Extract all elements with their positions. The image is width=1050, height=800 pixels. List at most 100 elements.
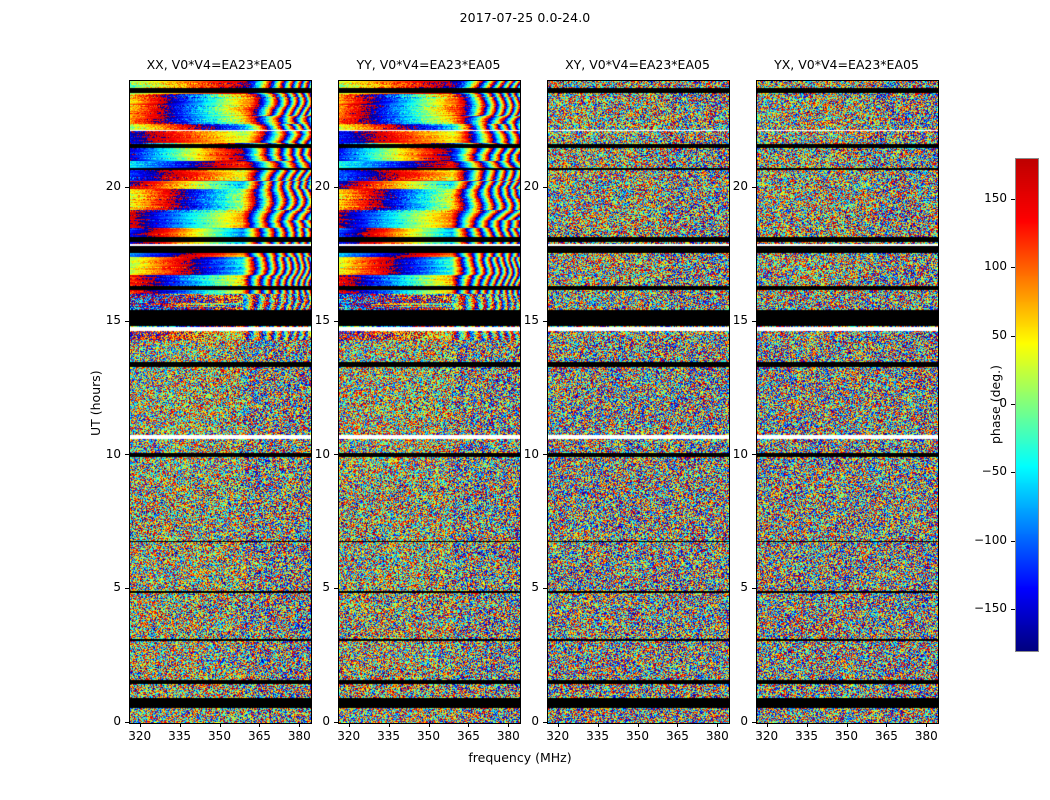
y-tick-mark bbox=[752, 722, 756, 723]
y-tick-mark bbox=[543, 454, 547, 455]
x-tick-label: 380 bbox=[914, 729, 938, 743]
colorbar-tick-label: 50 bbox=[991, 327, 1007, 342]
y-tick-label: 15 bbox=[105, 312, 121, 327]
colorbar-tick-label: −50 bbox=[981, 464, 1007, 479]
x-tick-mark bbox=[847, 723, 848, 727]
x-tick-label: 380 bbox=[496, 729, 520, 743]
colorbar-tick-label: −100 bbox=[974, 532, 1007, 547]
y-tick-mark bbox=[125, 588, 129, 589]
y-tick-mark bbox=[125, 454, 129, 455]
x-tick-label: 350 bbox=[626, 729, 649, 743]
x-tick-label: 365 bbox=[247, 729, 271, 743]
x-tick-label: 320 bbox=[128, 729, 152, 743]
colorbar-tick-mark bbox=[1011, 472, 1015, 473]
x-tick-mark bbox=[429, 723, 430, 727]
y-tick-label: 15 bbox=[314, 312, 330, 327]
panel-title-yx: YX, V0*V4=EA23*EA05 bbox=[774, 57, 919, 72]
x-tick-label: 320 bbox=[337, 729, 361, 743]
figure-suptitle: 2017-07-25 0.0-24.0 bbox=[459, 10, 591, 25]
y-tick-mark bbox=[543, 588, 547, 589]
x-tick-mark bbox=[259, 723, 260, 727]
y-tick-label: 0 bbox=[322, 714, 330, 728]
y-tick-label: 20 bbox=[314, 179, 330, 193]
x-tick-label: 365 bbox=[874, 729, 898, 743]
y-tick-label: 0 bbox=[740, 714, 748, 728]
x-tick-mark bbox=[389, 723, 390, 727]
y-tick-label: 10 bbox=[314, 446, 330, 461]
y-tick-mark bbox=[752, 321, 756, 322]
y-tick-mark bbox=[334, 588, 338, 589]
x-tick-mark bbox=[598, 723, 599, 727]
y-tick-label: 20 bbox=[732, 179, 748, 193]
y-tick-label: 10 bbox=[523, 446, 539, 461]
x-tick-mark bbox=[468, 723, 469, 727]
y-tick-label: 5 bbox=[113, 580, 121, 595]
colorbar-tick-mark bbox=[1011, 541, 1015, 542]
colorbar-tick-label: 150 bbox=[984, 191, 1007, 205]
y-tick-mark bbox=[334, 187, 338, 188]
x-tick-mark bbox=[180, 723, 181, 727]
colorbar-tick-mark bbox=[1011, 336, 1015, 337]
colorbar-tick-mark bbox=[1011, 404, 1015, 405]
x-tick-label: 365 bbox=[456, 729, 480, 743]
x-tick-label: 320 bbox=[546, 729, 570, 743]
colorbar bbox=[1015, 158, 1039, 652]
x-tick-mark bbox=[558, 723, 559, 727]
y-tick-label: 15 bbox=[732, 312, 748, 327]
colorbar-tick-mark bbox=[1011, 609, 1015, 610]
y-tick-label: 20 bbox=[105, 179, 121, 193]
x-tick-label: 380 bbox=[705, 729, 729, 743]
x-tick-label: 320 bbox=[755, 729, 779, 743]
y-tick-label: 0 bbox=[531, 714, 539, 728]
waterfall-panel-yy[interactable] bbox=[338, 80, 521, 724]
x-tick-mark bbox=[677, 723, 678, 727]
waterfall-panel-xy[interactable] bbox=[547, 80, 730, 724]
x-axis-label: frequency (MHz) bbox=[468, 750, 572, 765]
waterfall-image-yx bbox=[757, 81, 938, 723]
y-tick-mark bbox=[334, 722, 338, 723]
waterfall-image-yy bbox=[339, 81, 520, 723]
x-tick-mark bbox=[926, 723, 927, 727]
x-tick-mark bbox=[299, 723, 300, 727]
y-tick-mark bbox=[334, 321, 338, 322]
x-tick-mark bbox=[638, 723, 639, 727]
panel-title-xx: XX, V0*V4=EA23*EA05 bbox=[146, 57, 293, 72]
x-tick-label: 335 bbox=[377, 729, 401, 743]
y-tick-mark bbox=[543, 722, 547, 723]
x-tick-label: 335 bbox=[168, 729, 192, 743]
colorbar-tick-mark bbox=[1011, 199, 1015, 200]
x-tick-label: 350 bbox=[208, 729, 231, 743]
x-tick-mark bbox=[807, 723, 808, 727]
y-axis-label: UT (hours) bbox=[88, 370, 103, 436]
waterfall-panel-xx[interactable] bbox=[129, 80, 312, 724]
y-tick-label: 5 bbox=[531, 580, 539, 595]
x-tick-mark bbox=[140, 723, 141, 727]
x-tick-mark bbox=[349, 723, 350, 727]
y-tick-label: 0 bbox=[113, 714, 121, 728]
y-tick-mark bbox=[543, 187, 547, 188]
x-tick-label: 335 bbox=[586, 729, 610, 743]
y-tick-mark bbox=[125, 722, 129, 723]
y-tick-mark bbox=[752, 588, 756, 589]
x-tick-label: 380 bbox=[287, 729, 311, 743]
waterfall-image-xx bbox=[130, 81, 311, 723]
waterfall-panel-yx[interactable] bbox=[756, 80, 939, 724]
y-tick-mark bbox=[334, 454, 338, 455]
x-tick-label: 350 bbox=[835, 729, 858, 743]
y-tick-mark bbox=[543, 321, 547, 322]
y-tick-label: 10 bbox=[732, 446, 748, 461]
colorbar-tick-label: 100 bbox=[984, 259, 1007, 274]
y-tick-label: 10 bbox=[105, 446, 121, 461]
y-tick-label: 5 bbox=[322, 580, 330, 595]
panel-title-xy: XY, V0*V4=EA23*EA05 bbox=[565, 57, 710, 72]
x-tick-mark bbox=[508, 723, 509, 727]
x-tick-label: 335 bbox=[795, 729, 819, 743]
colorbar-label: phase (deg.) bbox=[988, 365, 1003, 444]
x-tick-label: 350 bbox=[417, 729, 440, 743]
y-tick-label: 5 bbox=[740, 580, 748, 595]
y-tick-mark bbox=[125, 187, 129, 188]
y-tick-mark bbox=[752, 454, 756, 455]
colorbar-tick-mark bbox=[1011, 267, 1015, 268]
x-tick-mark bbox=[220, 723, 221, 727]
